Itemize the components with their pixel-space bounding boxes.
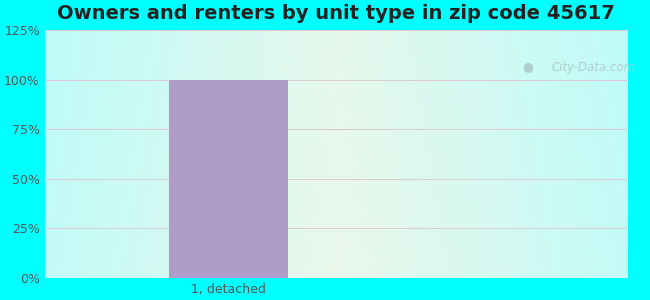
Title: Owners and renters by unit type in zip code 45617: Owners and renters by unit type in zip c…: [57, 4, 615, 23]
Bar: [169, 80, 287, 278]
Text: City-Data.com: City-Data.com: [551, 61, 636, 74]
Text: ●: ●: [523, 60, 534, 73]
